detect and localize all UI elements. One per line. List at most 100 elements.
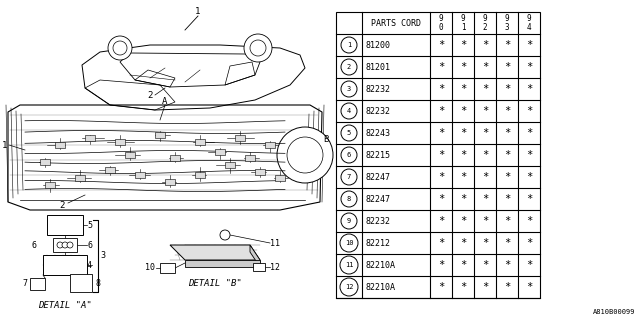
Polygon shape (55, 142, 65, 148)
Text: 82210A: 82210A (366, 283, 396, 292)
Text: *: * (460, 260, 466, 270)
Text: 1: 1 (3, 140, 8, 149)
Text: *: * (482, 84, 488, 94)
Text: 81200: 81200 (366, 41, 391, 50)
Polygon shape (195, 139, 205, 145)
Circle shape (277, 127, 333, 183)
Text: *: * (438, 260, 444, 270)
Polygon shape (155, 132, 165, 138)
Bar (160, 263, 175, 273)
Text: 11: 11 (345, 262, 353, 268)
Text: *: * (526, 216, 532, 226)
Text: *: * (460, 128, 466, 138)
Polygon shape (125, 152, 135, 158)
Circle shape (113, 41, 127, 55)
Polygon shape (85, 135, 95, 141)
Polygon shape (45, 182, 55, 188)
Text: *: * (460, 84, 466, 94)
Text: *: * (482, 216, 488, 226)
Text: 1: 1 (195, 7, 201, 17)
Text: PARTS CORD: PARTS CORD (371, 19, 421, 28)
Text: *: * (482, 150, 488, 160)
Text: *: * (504, 282, 510, 292)
Text: *: * (526, 150, 532, 160)
Text: *: * (526, 172, 532, 182)
Text: *: * (460, 106, 466, 116)
Text: *: * (482, 282, 488, 292)
Text: 9
4: 9 4 (527, 14, 531, 32)
Text: 2: 2 (347, 64, 351, 70)
Bar (253, 263, 265, 271)
Circle shape (340, 278, 358, 296)
Bar (53, 238, 77, 252)
Text: 8: 8 (95, 278, 100, 287)
Text: *: * (526, 194, 532, 204)
Text: *: * (438, 238, 444, 248)
Circle shape (250, 40, 266, 56)
Text: 4: 4 (87, 260, 92, 269)
Text: 9
1: 9 1 (461, 14, 465, 32)
Circle shape (341, 81, 357, 97)
Text: 2: 2 (147, 91, 153, 100)
Text: A: A (163, 98, 168, 107)
Bar (30, 278, 45, 290)
Text: 6: 6 (32, 241, 37, 250)
Text: 82247: 82247 (366, 195, 391, 204)
Polygon shape (115, 139, 125, 145)
Text: *: * (526, 282, 532, 292)
Text: *: * (504, 216, 510, 226)
Polygon shape (235, 135, 245, 141)
Text: A810B00099: A810B00099 (593, 309, 635, 315)
Circle shape (62, 242, 68, 248)
Text: *: * (460, 216, 466, 226)
Text: 4: 4 (347, 108, 351, 114)
Text: *: * (526, 40, 532, 50)
Text: 82210A: 82210A (366, 260, 396, 269)
Circle shape (244, 34, 272, 62)
Polygon shape (265, 142, 275, 148)
Text: *: * (526, 84, 532, 94)
Text: *: * (460, 172, 466, 182)
Text: *: * (460, 62, 466, 72)
Text: *: * (438, 40, 444, 50)
Text: 3: 3 (347, 86, 351, 92)
Polygon shape (245, 155, 255, 161)
Polygon shape (105, 167, 115, 173)
Text: *: * (526, 128, 532, 138)
Text: *: * (504, 150, 510, 160)
Text: 7: 7 (22, 279, 27, 289)
Polygon shape (75, 175, 85, 181)
Text: *: * (438, 282, 444, 292)
Text: *: * (438, 216, 444, 226)
Polygon shape (255, 169, 265, 175)
Text: *: * (438, 62, 444, 72)
Text: *: * (504, 238, 510, 248)
Text: *: * (438, 150, 444, 160)
Text: *: * (504, 172, 510, 182)
Circle shape (341, 37, 357, 53)
Text: 6: 6 (347, 152, 351, 158)
Text: *: * (438, 84, 444, 94)
Polygon shape (275, 175, 285, 181)
Text: 12: 12 (270, 262, 280, 271)
Circle shape (287, 137, 323, 173)
Text: *: * (460, 238, 466, 248)
Circle shape (57, 242, 63, 248)
Text: DETAIL "A": DETAIL "A" (38, 300, 92, 309)
Circle shape (340, 256, 358, 274)
Text: 9
2: 9 2 (483, 14, 487, 32)
Text: *: * (482, 194, 488, 204)
Text: B: B (323, 135, 329, 145)
Text: *: * (438, 172, 444, 182)
Circle shape (341, 191, 357, 207)
Text: *: * (526, 106, 532, 116)
Text: *: * (460, 282, 466, 292)
Polygon shape (170, 245, 260, 260)
Circle shape (220, 230, 230, 240)
Text: 9: 9 (347, 218, 351, 224)
Text: *: * (504, 62, 510, 72)
Text: 7: 7 (347, 174, 351, 180)
Text: *: * (504, 128, 510, 138)
Circle shape (341, 103, 357, 119)
Polygon shape (40, 159, 50, 165)
